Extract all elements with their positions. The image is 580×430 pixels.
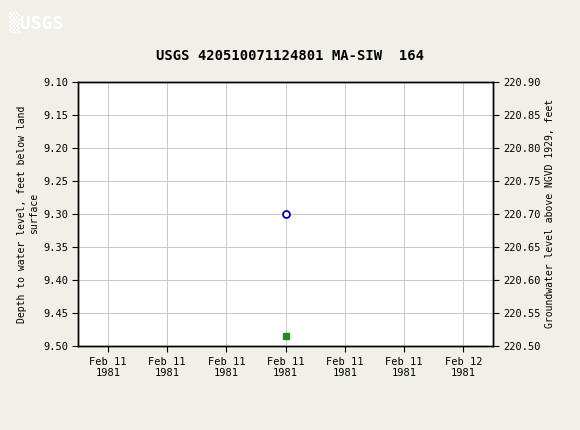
Y-axis label: Groundwater level above NGVD 1929, feet: Groundwater level above NGVD 1929, feet — [545, 99, 555, 329]
Y-axis label: Depth to water level, feet below land
surface: Depth to water level, feet below land su… — [17, 105, 39, 322]
Text: USGS 420510071124801 MA-SIW  164: USGS 420510071124801 MA-SIW 164 — [156, 49, 424, 63]
Text: ▒USGS: ▒USGS — [9, 12, 63, 33]
